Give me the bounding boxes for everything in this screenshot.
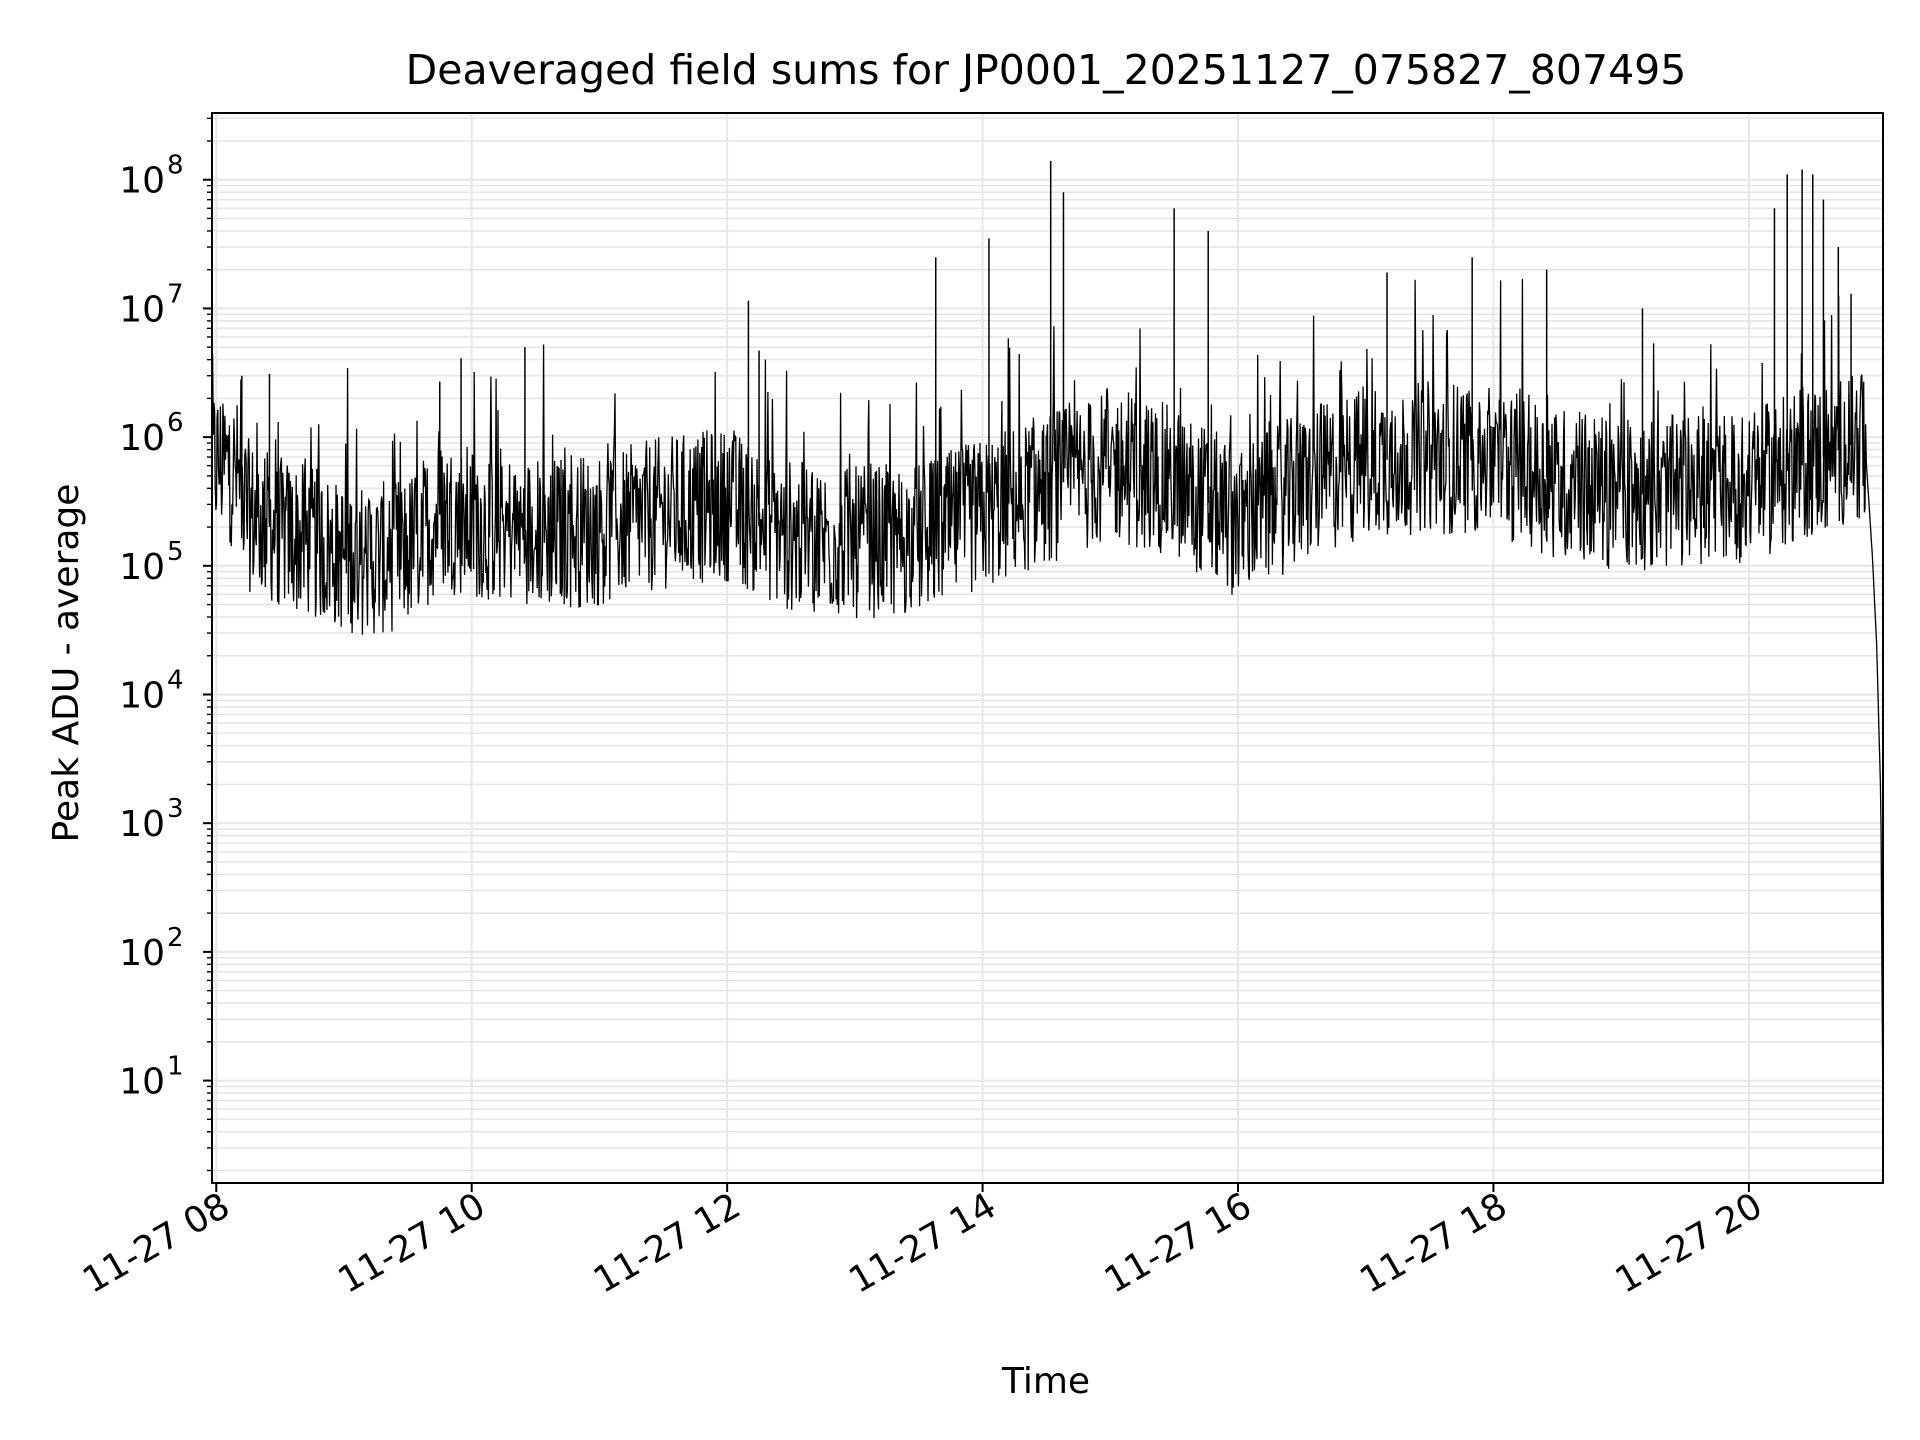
y-tick-exponent: 4 <box>167 665 184 695</box>
y-tick-label: 10 <box>119 161 165 202</box>
series-path <box>211 278 1884 1132</box>
plot-frame <box>211 112 1884 1184</box>
y-tick-label: 10 <box>119 547 165 588</box>
y-tick-label: 10 <box>119 289 165 330</box>
y-tick-label: 10 <box>119 418 165 459</box>
y-tick-exponent: 1 <box>167 1052 184 1082</box>
y-tick-label: 10 <box>119 804 165 845</box>
y-tick-exponent: 2 <box>167 923 184 953</box>
y-tick-exponent: 6 <box>167 408 184 438</box>
y-tick-exponent: 8 <box>167 151 184 181</box>
y-tick-label: 10 <box>119 675 165 716</box>
y-tick-label: 10 <box>119 1062 165 1103</box>
y-tick-exponent: 7 <box>167 279 184 309</box>
series-line <box>211 160 1884 1132</box>
y-tick-label: 10 <box>119 933 165 974</box>
x-axis-label: Time <box>1001 1361 1090 1402</box>
y-axis-label: Peak ADU - average <box>46 484 87 843</box>
chart-title: Deaveraged field sums for JP0001_2025112… <box>406 46 1687 94</box>
y-tick-exponent: 3 <box>167 794 184 824</box>
y-tick-exponent: 5 <box>167 537 184 567</box>
